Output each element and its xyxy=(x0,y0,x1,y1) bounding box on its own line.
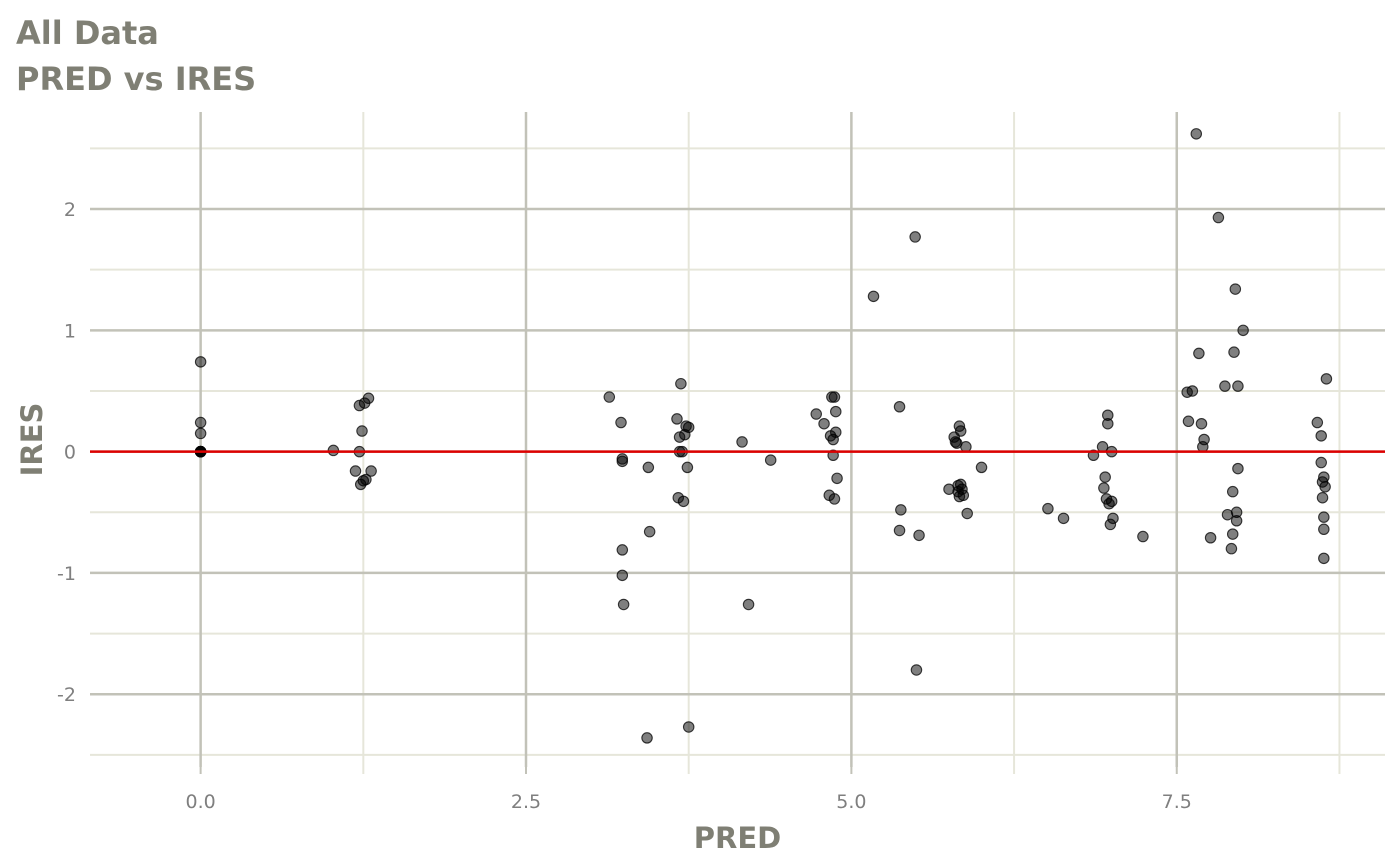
x-axis-title: PRED xyxy=(694,821,781,855)
data-point xyxy=(1318,511,1330,523)
data-point xyxy=(830,405,842,418)
data-point xyxy=(1226,485,1239,498)
y-tick-label: -1 xyxy=(57,563,76,585)
data-point xyxy=(641,732,653,744)
data-point xyxy=(1230,515,1243,527)
y-axis-title: IRES xyxy=(15,403,49,477)
data-point xyxy=(831,472,843,485)
data-point xyxy=(194,416,207,429)
data-point xyxy=(1237,324,1249,337)
data-point xyxy=(1105,495,1118,508)
data-point xyxy=(961,507,973,520)
data-point xyxy=(360,473,372,486)
x-axis-ticks: 0.0 2.5 5.0 7.5 xyxy=(186,767,1341,813)
data-point xyxy=(194,356,207,368)
data-point xyxy=(194,427,207,440)
data-point xyxy=(1198,433,1210,446)
data-point xyxy=(1099,471,1111,483)
data-point xyxy=(1320,373,1333,385)
data-point xyxy=(1315,430,1327,442)
data-point xyxy=(1102,417,1114,430)
data-point xyxy=(617,598,630,611)
data-point xyxy=(1315,456,1327,469)
data-point xyxy=(1225,542,1238,555)
data-point xyxy=(1193,347,1205,360)
data-point xyxy=(356,425,368,437)
y-axis-ticks: -2 -1 0 1 2 xyxy=(57,199,76,706)
data-point xyxy=(362,392,375,405)
points-layer xyxy=(194,128,1333,744)
data-point xyxy=(742,598,755,611)
data-point xyxy=(867,290,880,303)
data-point xyxy=(1212,211,1225,224)
data-point xyxy=(603,391,616,403)
data-point xyxy=(975,461,988,474)
data-point xyxy=(1190,128,1203,140)
data-point xyxy=(1316,491,1329,504)
chart-title: All Data xyxy=(16,14,159,52)
data-point xyxy=(682,421,695,434)
y-tick-label: -2 xyxy=(57,684,76,706)
data-point xyxy=(1226,528,1239,540)
y-tick-label: 1 xyxy=(64,320,76,342)
data-point xyxy=(1204,531,1217,544)
data-point xyxy=(810,408,822,420)
data-point xyxy=(909,231,921,243)
data-point xyxy=(830,426,842,438)
data-point xyxy=(764,454,777,466)
data-point xyxy=(828,391,841,403)
data-point xyxy=(828,493,841,505)
x-tick-label: 7.5 xyxy=(1162,791,1192,813)
data-point xyxy=(1195,417,1208,430)
data-point xyxy=(1182,415,1195,428)
data-point xyxy=(957,489,970,502)
data-point xyxy=(954,425,967,437)
data-point xyxy=(1318,552,1330,565)
data-point xyxy=(1137,530,1149,543)
data-point xyxy=(893,524,906,537)
data-point xyxy=(682,721,695,733)
data-point xyxy=(1232,462,1244,475)
data-point xyxy=(736,436,748,448)
data-point xyxy=(1042,502,1054,515)
data-point xyxy=(642,461,655,474)
data-point xyxy=(1318,523,1330,536)
data-point xyxy=(1318,471,1330,483)
data-point xyxy=(893,400,906,413)
data-point xyxy=(1098,482,1110,494)
y-tick-label: 2 xyxy=(64,199,76,221)
data-point xyxy=(671,413,683,425)
data-point xyxy=(895,504,907,516)
data-point xyxy=(1228,346,1240,358)
x-tick-label: 5.0 xyxy=(836,791,866,813)
data-point xyxy=(349,465,362,477)
x-tick-label: 2.5 xyxy=(511,791,541,813)
data-point xyxy=(1232,380,1244,392)
x-tick-label: 0.0 xyxy=(186,791,216,813)
data-point xyxy=(1319,481,1331,493)
data-point xyxy=(1057,512,1070,525)
data-point xyxy=(913,529,925,542)
data-point xyxy=(1311,416,1324,429)
data-point xyxy=(643,525,656,538)
data-point xyxy=(677,495,690,508)
data-point xyxy=(615,416,627,429)
data-point xyxy=(675,377,687,390)
data-point xyxy=(818,417,830,430)
data-point xyxy=(1186,385,1199,397)
chart-subtitle: PRED vs IRES xyxy=(16,60,257,98)
data-point xyxy=(1219,380,1231,392)
data-point xyxy=(1229,283,1242,295)
data-point xyxy=(616,569,629,582)
data-point xyxy=(910,664,923,676)
data-point xyxy=(365,465,377,477)
data-point xyxy=(681,461,694,474)
data-point xyxy=(616,455,629,468)
y-tick-label: 0 xyxy=(64,442,76,464)
data-point xyxy=(616,544,629,556)
data-point xyxy=(1107,512,1119,525)
